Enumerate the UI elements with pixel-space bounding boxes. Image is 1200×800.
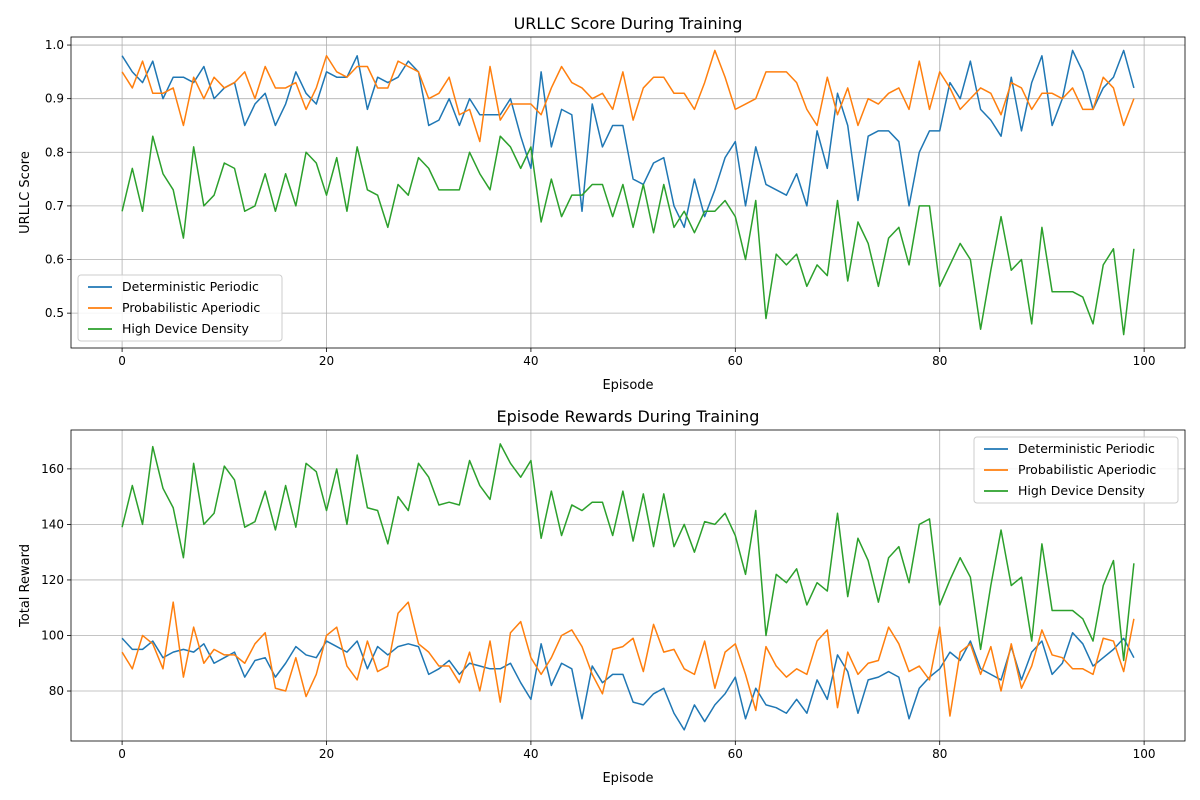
x-tick-label: 40 xyxy=(523,354,538,368)
x-tick-label: 60 xyxy=(728,354,743,368)
series-line-deterministic-periodic xyxy=(121,631,1135,731)
urllc-score-chart: 0 20 40 60 80 100 0.5 0.6 0.7 0.8 0.9 1.0 URLLC Scor… xyxy=(18,14,1186,393)
y-tick-label: 80 xyxy=(49,684,64,698)
legend: Deterministic Periodic Probabilistic Aper… xyxy=(77,274,283,342)
x-tick-label: 100 xyxy=(1133,354,1156,368)
episode-rewards-chart: 0 20 40 60 80 100 80 100 120 140 160 Episode Reward… xyxy=(18,407,1186,786)
x-axis-label: Episode xyxy=(602,378,653,393)
legend-label-deterministic-periodic: Deterministic Periodic xyxy=(122,279,259,294)
y-tick-label: 140 xyxy=(41,517,64,531)
legend-label-probabilistic-aperiodic: Probabilistic Aperiodic xyxy=(1018,462,1156,477)
y-axis-label: Total Reward xyxy=(18,544,33,628)
legend-box xyxy=(973,436,1179,504)
x-tick-label: 60 xyxy=(728,747,743,761)
legend-label-high-device-density: High Device Density xyxy=(122,321,250,336)
series-line-probabilistic-aperiodic xyxy=(121,601,1135,717)
plot-frame xyxy=(70,36,1186,349)
chart-title: Episode Rewards During Training xyxy=(497,407,760,426)
x-axis-label: Episode xyxy=(602,771,653,786)
y-tick-label: 120 xyxy=(41,573,64,587)
legend-label-probabilistic-aperiodic: Probabilistic Aperiodic xyxy=(122,300,260,315)
legend-box xyxy=(77,274,283,342)
y-tick-label: 0.7 xyxy=(45,199,64,213)
y-axis-label: URLLC Score xyxy=(18,151,33,234)
x-tick-label: 20 xyxy=(319,354,334,368)
legend-label-high-device-density: High Device Density xyxy=(1018,483,1146,498)
x-tick-label: 100 xyxy=(1133,747,1156,761)
x-tick-label: 0 xyxy=(118,354,126,368)
x-tick-label: 80 xyxy=(932,354,947,368)
x-tick-label: 0 xyxy=(118,747,126,761)
x-tick-label: 40 xyxy=(523,747,538,761)
y-tick-label: 0.8 xyxy=(45,145,64,159)
x-tick-label: 20 xyxy=(319,747,334,761)
y-tick-label: 0.9 xyxy=(45,92,64,106)
y-tick-label: 1.0 xyxy=(45,38,64,52)
legend: Deterministic Periodic Probabilistic Aper… xyxy=(973,436,1179,504)
y-tick-label: 0.6 xyxy=(45,253,64,267)
series-line-probabilistic-aperiodic xyxy=(121,49,1135,143)
plot-frame xyxy=(70,429,1186,742)
legend-label-deterministic-periodic: Deterministic Periodic xyxy=(1018,441,1155,456)
y-tick-label: 100 xyxy=(41,628,64,642)
series-line-high-device-density xyxy=(121,443,1135,662)
y-tick-label: 0.5 xyxy=(45,306,64,320)
x-tick-label: 80 xyxy=(932,747,947,761)
series-line-deterministic-periodic xyxy=(121,49,1135,229)
series-line-high-device-density xyxy=(121,135,1135,336)
chart-title: URLLC Score During Training xyxy=(514,14,743,33)
y-tick-label: 160 xyxy=(41,462,64,476)
